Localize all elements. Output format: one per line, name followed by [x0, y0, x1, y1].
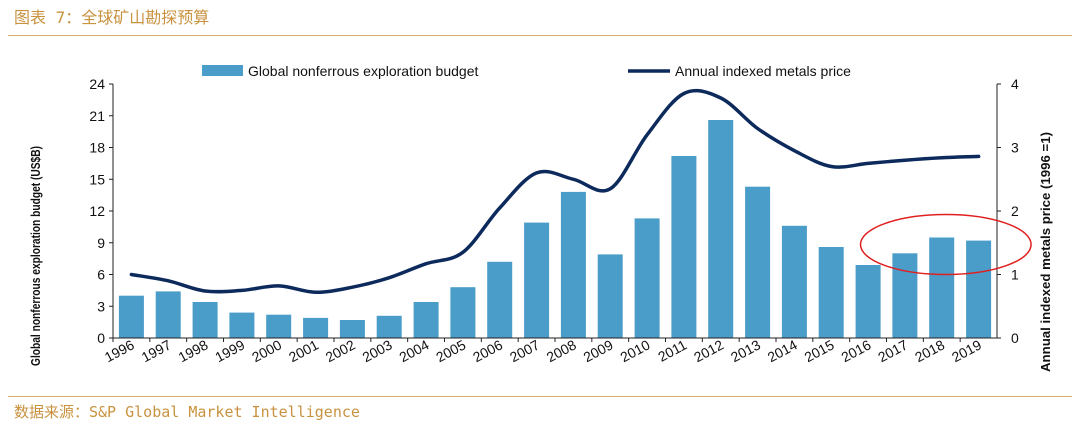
legend-label-metals-price: Annual indexed metals price	[675, 63, 851, 79]
left-y-axis: 0 3 6 9 12 15 18 21 24	[89, 76, 113, 346]
legend-swatch-budget	[202, 65, 243, 76]
bar-2019	[966, 240, 992, 338]
left-tick-label: 6	[97, 267, 105, 283]
bar-2013	[745, 186, 771, 338]
x-tick-label-2011: 2011	[655, 336, 689, 364]
bar-2003	[376, 315, 402, 338]
left-tick-label: 18	[89, 140, 105, 156]
x-tick-label-2007: 2007	[507, 336, 542, 365]
highlight-ellipse-2017-2019	[859, 213, 1032, 276]
x-tick-label-2008: 2008	[544, 336, 579, 365]
x-tick-label-1997: 1997	[139, 336, 174, 365]
x-tick-label-1996: 1996	[102, 336, 137, 365]
right-y-axis: 0 1 2 3 4	[997, 76, 1019, 346]
x-tick-label-2002: 2002	[323, 336, 358, 365]
figure-title: 图表 7：全球矿山勘探预算	[14, 8, 210, 27]
bar-2004	[413, 302, 439, 338]
bar-2009	[597, 254, 623, 338]
x-tick-label-2003: 2003	[360, 336, 395, 365]
right-tick-label: 3	[1011, 140, 1019, 156]
bar-2010	[634, 218, 660, 338]
left-tick-label: 24	[89, 76, 105, 92]
bar-2006	[487, 261, 513, 338]
chart-legend: Global nonferrous exploration budget Ann…	[202, 63, 851, 79]
x-tick-label-1999: 1999	[212, 336, 247, 365]
right-tick-label: 1	[1011, 267, 1019, 283]
x-tick-label-2016: 2016	[838, 336, 873, 365]
bar-2002	[339, 320, 365, 338]
x-tick-label-2018: 2018	[912, 336, 947, 365]
x-tick-label-2001: 2001	[286, 336, 321, 365]
right-tick-label: 4	[1011, 76, 1019, 92]
bar-1996	[118, 295, 144, 338]
x-tick-label-2009: 2009	[581, 336, 616, 365]
left-tick-label: 3	[97, 298, 105, 314]
x-axis-labels: 1996 1997 1998 1999 2000 2001 2002 2003 2004 2005…	[102, 336, 984, 365]
x-tick-label-2017: 2017	[875, 336, 910, 365]
metals-price-line	[129, 88, 981, 295]
bar-2014	[781, 225, 807, 338]
right-axis-title: Annual indexed metals price (1996 =1)	[1038, 132, 1053, 372]
x-tick-label-2013: 2013	[728, 336, 763, 365]
left-tick-label: 21	[89, 108, 105, 124]
bar-2005	[450, 287, 476, 338]
left-tick-label: 15	[89, 171, 105, 187]
x-tick-label-1998: 1998	[175, 336, 210, 365]
bar-2001	[303, 317, 329, 338]
left-axis-title-line1: Global nonferrous exploration budget (US…	[28, 146, 43, 366]
x-tick-label-2019: 2019	[949, 336, 984, 365]
x-tick-label-2004: 2004	[396, 336, 431, 365]
bar-1999	[229, 312, 255, 338]
bar-2017	[892, 253, 918, 338]
right-tick-label: 0	[1011, 330, 1019, 346]
x-tick-label-2012: 2012	[691, 336, 726, 365]
budget-bars	[118, 120, 992, 338]
bar-2018	[929, 237, 955, 338]
bar-2011	[671, 156, 697, 338]
x-tick-label-2014: 2014	[765, 336, 800, 365]
legend-label-budget: Global nonferrous exploration budget	[248, 63, 478, 79]
x-tick-label-2006: 2006	[470, 336, 505, 365]
source-note: 数据来源：S&P Global Market Intelligence	[14, 403, 360, 421]
left-tick-label: 0	[97, 330, 105, 346]
bar-2000	[266, 314, 292, 338]
x-tick-label-2000: 2000	[249, 336, 284, 365]
header-rule	[8, 35, 1072, 36]
x-tick-label-2015: 2015	[802, 336, 837, 365]
bar-1998	[192, 302, 218, 338]
left-tick-label: 12	[89, 203, 105, 219]
exploration-budget-chart: Global nonferrous exploration budget Ann…	[28, 63, 1053, 372]
x-tick-label-2010: 2010	[617, 336, 652, 365]
bar-2016	[855, 265, 881, 338]
bar-2015	[818, 247, 844, 338]
bar-1997	[155, 291, 181, 338]
x-tick-label-2005: 2005	[433, 336, 468, 365]
footer-rule	[8, 396, 1072, 397]
bar-2008	[560, 191, 586, 338]
bar-2012	[708, 120, 734, 338]
right-tick-label: 2	[1011, 203, 1019, 219]
bar-2007	[524, 222, 550, 338]
left-tick-label: 9	[97, 235, 105, 251]
